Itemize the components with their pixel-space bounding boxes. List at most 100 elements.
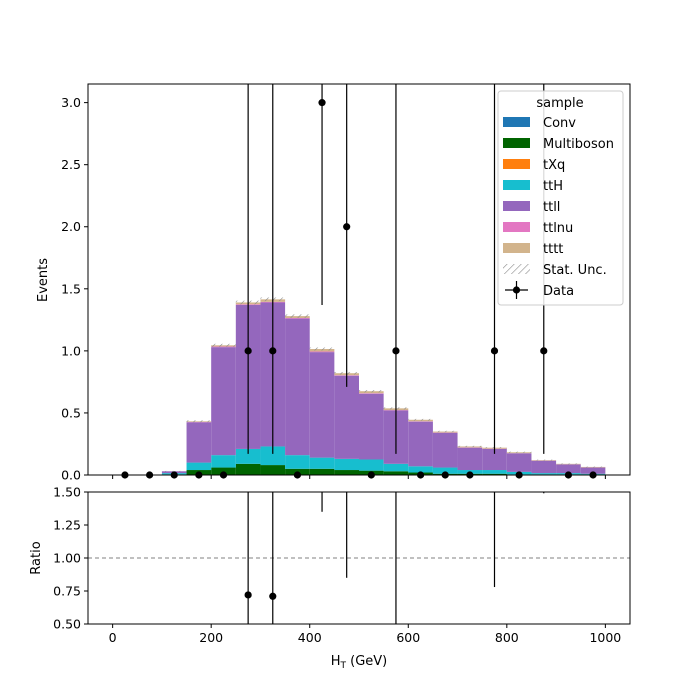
main-y-tick-label-1: 0.5 [61, 405, 81, 420]
bar-tth-bin-12 [408, 466, 433, 473]
bar-tth-bin-3 [186, 462, 212, 471]
bar-tth-bin-8 [309, 457, 335, 469]
legend-marker-data [512, 286, 521, 294]
bar-multiboson-bin-4 [211, 467, 236, 475]
legend-swatch-stat-unc [503, 264, 530, 274]
main-y-tick-label-0: 0.0 [61, 468, 81, 483]
legend-entries: Conv Multiboson tXq ttH ttll ttlnu tttt Stat. U… [503, 116, 614, 299]
bar-tth-bin-5 [235, 448, 261, 464]
bar-ttll-bin-7 [285, 318, 310, 456]
data-point-9 [343, 223, 351, 231]
stat-unc-bin-14 [457, 445, 483, 448]
ratio-error-bars [247, 492, 545, 624]
bar-tth-bin-15 [482, 470, 507, 474]
main-x-axis-ticks [112, 475, 606, 479]
bar-tth-bin-17 [531, 473, 557, 475]
bar-tth-bin-13 [432, 467, 458, 474]
bar-ttll-bin-9 [334, 375, 359, 459]
ratio-y-tick-label-3: 1.25 [53, 518, 81, 533]
bar-ttll-bin-15 [482, 448, 507, 471]
bar-ttll-bin-18 [556, 464, 581, 474]
x-tick-label-3: 600 [396, 630, 420, 645]
bar-multiboson-bin-8 [309, 468, 335, 475]
ratio-y-axis-ticks: 0.50 0.75 1.00 1.25 1.50 [53, 485, 88, 632]
ratio-y-tick-label-1: 0.75 [53, 584, 81, 599]
stat-unc-bin-10 [359, 390, 384, 393]
legend-label-txq: tXq [543, 158, 565, 173]
bar-tth-bin-7 [285, 455, 310, 469]
x-axis-label: HT (GeV) [331, 654, 388, 671]
ratio-y-tick-label-4: 1.50 [53, 485, 81, 500]
bar-tth-bin-4 [211, 455, 236, 468]
bar-tth-bin-11 [383, 463, 409, 472]
bar-ttll-bin-4 [211, 347, 236, 456]
bar-ttll-bin-12 [408, 421, 433, 467]
x-tick-label-4: 800 [495, 630, 519, 645]
bar-tth-bin-9 [334, 458, 359, 471]
bar-ttll-bin-14 [457, 447, 483, 471]
main-y-tick-label-3: 1.5 [61, 281, 81, 296]
legend-swatch-conv [503, 117, 530, 127]
x-tick-label-0: 0 [109, 630, 117, 645]
legend-swatch-multiboson [503, 138, 530, 148]
stat-unc-bin-17 [531, 459, 557, 461]
legend-label-ttlnu: ttlnu [543, 221, 573, 236]
bar-ttlnu-bin-4 [211, 346, 236, 348]
x-tick-label-5: 1000 [589, 630, 621, 645]
legend-label-multiboson: Multiboson [543, 137, 614, 152]
legend-label-conv: Conv [543, 116, 576, 131]
stat-unc-bin-7 [285, 314, 310, 318]
ratio-plot-frame [87, 491, 631, 625]
legend-swatch-tttt [503, 243, 530, 253]
x-tick-label-1: 200 [199, 630, 223, 645]
bar-multiboson-bin-6 [260, 465, 286, 475]
legend: sample Conv Multiboson tXq ttH ttll ttlnu tttt… [497, 90, 624, 306]
main-y-tick-label-2: 1.0 [61, 343, 81, 358]
ratio-points [244, 591, 277, 600]
main-y-axis-ticks: 0.0 0.5 1.0 1.5 2.0 2.5 3.0 [61, 95, 88, 483]
stat-unc-bin-16 [506, 451, 532, 453]
bar-multiboson-bin-5 [235, 463, 261, 475]
legend-swatch-ttll [503, 201, 530, 211]
ratio-y-axis-label: Ratio [29, 541, 44, 574]
main-y-tick-label-4: 2.0 [61, 219, 81, 234]
main-plot: 0.0 0.5 1.0 1.5 2.0 2.5 3.0 Events [36, 83, 631, 483]
stat-unc-bin-4 [211, 343, 236, 347]
bar-multiboson-bin-15 [482, 473, 507, 475]
legend-label-data: Data [543, 284, 574, 299]
stat-unc-bin-12 [408, 418, 433, 421]
bar-ttll-bin-16 [506, 453, 532, 472]
ratio-y-tick-label-0: 0.50 [53, 617, 81, 632]
bar-ttll-bin-10 [359, 393, 384, 460]
ratio-point-0 [244, 591, 252, 599]
stat-unc-bin-8 [309, 347, 335, 351]
bar-ttll-bin-13 [432, 432, 458, 468]
legend-label-stat-unc: Stat. Unc. [543, 263, 607, 278]
data-point-8 [318, 99, 326, 107]
x-tick-label-2: 400 [298, 630, 322, 645]
legend-label-tth: ttH [543, 179, 563, 194]
bar-tth-bin-6 [260, 446, 286, 466]
bar-multiboson-bin-9 [334, 470, 359, 475]
bar-ttll-bin-19 [580, 467, 606, 474]
legend-label-ttll: ttll [543, 200, 560, 215]
bar-ttlnu-bin-7 [285, 317, 310, 319]
data-points [121, 84, 597, 479]
bar-tth-bin-10 [359, 459, 384, 471]
stat-unc-bin-18 [556, 463, 581, 465]
stacked-bars [161, 299, 606, 475]
bar-ttlnu-bin-8 [309, 351, 335, 353]
x-axis-ticks: 0 200 400 600 800 1000 [109, 624, 621, 645]
stat-unc-bin-3 [186, 420, 212, 423]
stat-unc-bin-19 [580, 466, 606, 468]
main-y-tick-label-5: 2.5 [61, 157, 81, 172]
legend-swatch-ttlnu [503, 222, 530, 232]
legend-swatch-tth [503, 180, 530, 190]
main-plot-frame [87, 83, 631, 476]
legend-title: sample [536, 96, 583, 111]
ratio-y-tick-label-2: 1.00 [53, 551, 81, 566]
ratio-point-1 [269, 592, 277, 600]
legend-swatch-txq [503, 159, 530, 169]
data-point-5 [244, 347, 252, 355]
